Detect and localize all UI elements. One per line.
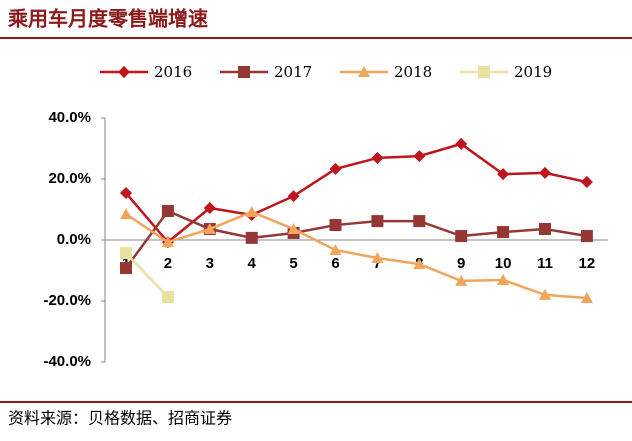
y-tick-label: 40.0% [48,109,91,126]
x-tick-label: 11 [537,255,553,272]
y-tick-label: 0.0% [57,231,91,248]
x-tick-label: 10 [495,255,512,272]
x-tick-label: 2 [164,255,172,272]
marker [161,291,174,304]
series-line [125,252,169,298]
marker [238,66,250,78]
marker [413,258,426,270]
x-tick-label: 5 [289,255,297,272]
marker [329,244,342,256]
marker [580,176,593,189]
marker [358,66,370,77]
x-tick-label: 6 [331,255,339,272]
marker [478,66,490,78]
series-line [125,210,587,300]
x-tick-label: 7 [373,255,381,272]
marker [497,273,510,285]
marker [161,205,174,218]
marker [455,137,468,150]
y-tick-label: -40.0% [43,353,91,370]
marker [413,150,426,163]
marker [287,190,300,203]
marker [455,230,468,243]
marker [118,66,130,78]
marker [161,236,174,248]
marker [539,288,551,300]
marker [329,162,342,175]
x-tick-label: 3 [206,255,214,272]
marker [371,215,384,228]
marker [539,223,551,236]
marker [120,208,132,220]
marker [203,223,216,235]
chart-title: 乘用车月度零售端增速 [7,7,208,31]
x-tick-label: 4 [248,255,257,272]
source-note: 资料来源：贝格数据、招商证券 [8,409,232,428]
legend-label: 2019 [514,63,552,81]
marker [580,230,593,243]
series-line [125,142,588,244]
marker [497,226,510,239]
legend-label: 2017 [274,63,312,81]
series-line [124,209,588,269]
marker [203,201,216,214]
marker [497,168,510,181]
marker [329,219,342,232]
marker [371,251,384,263]
legend-label: 2018 [394,63,432,81]
y-tick-label: 20.0% [48,170,91,187]
marker [120,247,132,260]
marker [287,223,300,235]
marker [120,262,132,275]
marker [371,151,384,164]
marker [539,166,551,179]
marker [120,187,132,200]
marker [455,274,468,286]
x-tick-label: 9 [457,255,465,272]
marker [245,231,258,244]
y-tick-label: -20.0% [43,292,91,309]
legend-label: 2016 [154,63,192,81]
marker [413,215,426,228]
x-tick-label: 12 [579,255,596,272]
marker [245,205,258,217]
marker [580,291,593,303]
